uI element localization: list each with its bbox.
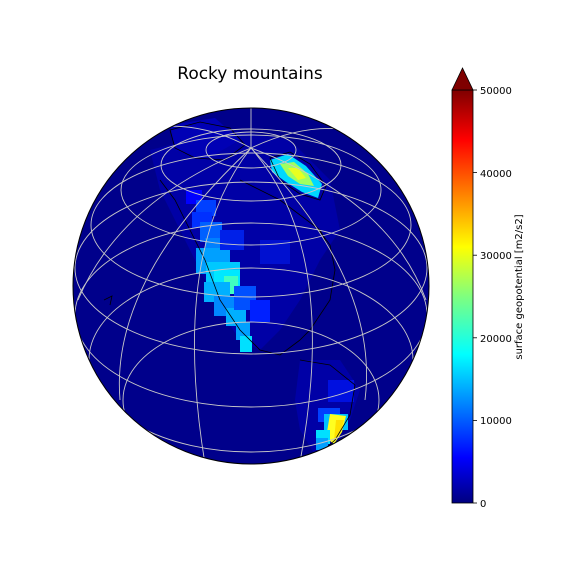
globe <box>72 107 430 465</box>
colorbar-bar <box>451 89 474 504</box>
arctic-islands <box>170 118 240 160</box>
elevation-field <box>74 108 428 464</box>
colorbar-label: surface geopotential [m2/s2] <box>514 214 525 359</box>
colorbar-tick-label: 40000 <box>480 169 512 180</box>
coastlines <box>103 121 356 456</box>
colorbar-tick-label: 0 <box>480 499 486 510</box>
colorbar-tick-label: 50000 <box>480 86 512 97</box>
colorbar: 0 10000 20000 30000 40000 50000 surface … <box>451 67 525 510</box>
colorbar-tick-label: 30000 <box>480 251 512 262</box>
colorbar-tick-label: 20000 <box>480 334 512 345</box>
colorbar-extend-arrow <box>451 67 474 91</box>
rocky-mountains <box>186 190 290 352</box>
colorbar-ticks <box>473 89 477 504</box>
colorbar-tick-label: 10000 <box>480 416 512 427</box>
map-title: Rocky mountains <box>177 64 323 84</box>
andes <box>316 380 354 450</box>
globe-outline <box>72 107 430 465</box>
